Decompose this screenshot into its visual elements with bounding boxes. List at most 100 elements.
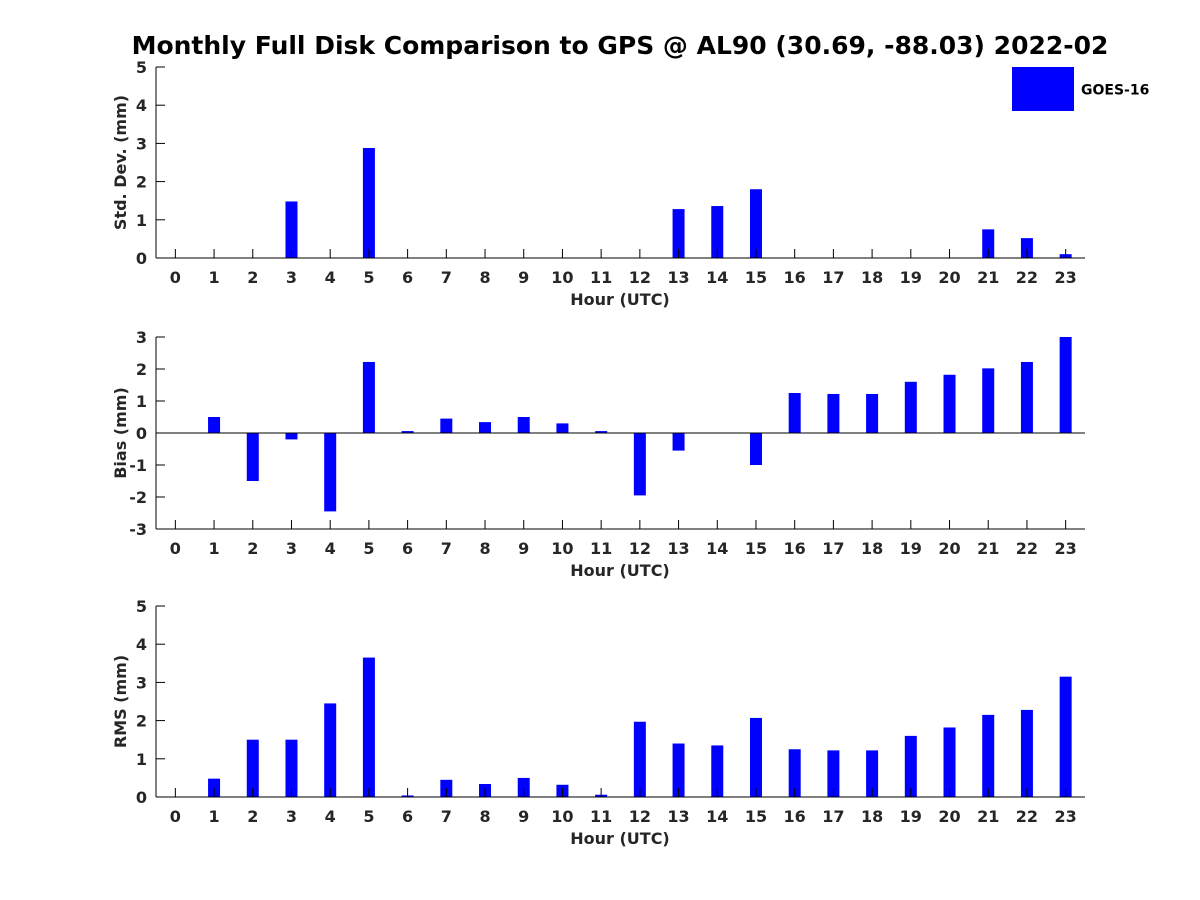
- x-tick-label: 22: [1016, 539, 1038, 558]
- bar-hour-8: [479, 422, 492, 433]
- x-tick-label: 2: [247, 539, 258, 558]
- y-tick-label: 3: [136, 328, 147, 347]
- x-tick-label: 20: [938, 539, 960, 558]
- x-tick-label: 11: [590, 268, 612, 287]
- bar-hour-20: [943, 727, 956, 797]
- bar-hour-23: [1059, 337, 1072, 433]
- y-tick-label: -1: [129, 456, 147, 475]
- x-tick-label: 10: [551, 807, 573, 826]
- bar-hour-17: [827, 393, 840, 433]
- x-tick-label: 8: [479, 807, 490, 826]
- x-tick-label: 23: [1055, 268, 1077, 287]
- bar-hour-3: [285, 433, 298, 440]
- x-tick-label: 19: [900, 807, 922, 826]
- bar-hour-19: [904, 381, 917, 433]
- x-axis-label: Hour (UTC): [570, 561, 670, 580]
- x-tick-label: 4: [325, 539, 336, 558]
- x-tick-label: 6: [402, 268, 413, 287]
- y-tick-label: 1: [136, 750, 147, 769]
- x-tick-label: 6: [402, 807, 413, 826]
- bar-hour-13: [672, 433, 685, 451]
- x-tick-label: 10: [551, 268, 573, 287]
- bar-hour-20: [943, 374, 956, 433]
- bar-hour-5: [362, 657, 375, 797]
- y-tick-label: 4: [136, 635, 147, 654]
- x-tick-label: 15: [745, 268, 767, 287]
- y-axis-label: Std. Dev. (mm): [111, 95, 130, 230]
- y-tick-label: -2: [129, 488, 147, 507]
- y-tick-label: 1: [136, 211, 147, 230]
- x-tick-label: 16: [784, 807, 806, 826]
- x-tick-label: 3: [286, 539, 297, 558]
- y-tick-label: 4: [136, 96, 147, 115]
- bar-hour-14: [711, 745, 724, 797]
- subplot-3: 0 1 2 3 4 5 6 7 8 9 10 11 12 13 14 15 16 17 18 19 20 21 22 2301…: [111, 597, 1085, 848]
- x-tick-label: 7: [441, 268, 452, 287]
- y-axis-label: RMS (mm): [111, 655, 130, 748]
- x-tick-label: 22: [1016, 807, 1038, 826]
- bar-hour-4: [324, 433, 337, 512]
- x-tick-label: 18: [861, 807, 883, 826]
- bar-hour-12: [633, 721, 646, 797]
- bar-hour-23: [1059, 676, 1072, 797]
- bar-hour-13: [672, 743, 685, 797]
- legend-label: GOES-16: [1081, 83, 1149, 99]
- x-tick-label: 5: [363, 807, 374, 826]
- x-tick-label: 19: [900, 539, 922, 558]
- x-tick-label: 16: [784, 539, 806, 558]
- x-tick-label: 20: [938, 807, 960, 826]
- x-tick-label: 17: [822, 807, 844, 826]
- bar-hour-5: [362, 361, 375, 433]
- subplot-2: 0 1 2 3 4 5 6 7 8 9 10 11 12 13 14 15 16 17 18 19 20 21 22 23-3…: [111, 328, 1085, 580]
- bar-hour-2: [246, 433, 259, 481]
- x-tick-label: 2: [247, 268, 258, 287]
- y-tick-label: 2: [136, 712, 147, 731]
- x-tick-label: 9: [518, 807, 529, 826]
- x-tick-label: 0: [170, 807, 181, 826]
- bar-hour-7: [440, 418, 453, 433]
- bar-hour-15: [749, 717, 762, 797]
- bar-hour-9: [517, 777, 530, 797]
- bar-hour-10: [556, 423, 569, 433]
- x-tick-label: 13: [667, 539, 689, 558]
- x-tick-label: 7: [441, 539, 452, 558]
- x-tick-label: 14: [706, 539, 728, 558]
- x-tick-label: 13: [667, 807, 689, 826]
- x-axis-label: Hour (UTC): [570, 829, 670, 848]
- x-tick-label: 7: [441, 807, 452, 826]
- bar-hour-3: [285, 201, 298, 258]
- x-tick-label: 21: [977, 807, 999, 826]
- bar-hour-3: [285, 739, 298, 797]
- y-tick-label: 3: [136, 134, 147, 153]
- x-tick-label: 12: [629, 268, 651, 287]
- x-tick-label: 11: [590, 539, 612, 558]
- y-tick-label: 1: [136, 392, 147, 411]
- bar-hour-4: [324, 703, 337, 797]
- x-tick-label: 8: [479, 539, 490, 558]
- x-tick-label: 17: [822, 539, 844, 558]
- x-tick-label: 4: [325, 807, 336, 826]
- x-tick-label: 22: [1016, 268, 1038, 287]
- y-tick-label: 2: [136, 360, 147, 379]
- bar-hour-21: [982, 368, 995, 433]
- bar-hour-2: [246, 739, 259, 797]
- x-tick-label: 14: [706, 807, 728, 826]
- bar-hour-13: [672, 209, 685, 258]
- y-tick-label: 0: [136, 249, 147, 268]
- x-tick-label: 15: [745, 807, 767, 826]
- x-tick-label: 6: [402, 539, 413, 558]
- x-tick-label: 19: [900, 268, 922, 287]
- bar-hour-18: [866, 393, 879, 433]
- bar-hour-14: [711, 206, 724, 258]
- x-tick-label: 3: [286, 268, 297, 287]
- bar-hour-19: [904, 735, 917, 797]
- y-tick-label: 2: [136, 173, 147, 192]
- bar-hour-15: [749, 433, 762, 465]
- x-tick-label: 1: [208, 807, 219, 826]
- x-tick-label: 23: [1055, 807, 1077, 826]
- bar-hour-11: [595, 431, 608, 433]
- x-tick-label: 23: [1055, 539, 1077, 558]
- bar-hour-16: [788, 393, 801, 433]
